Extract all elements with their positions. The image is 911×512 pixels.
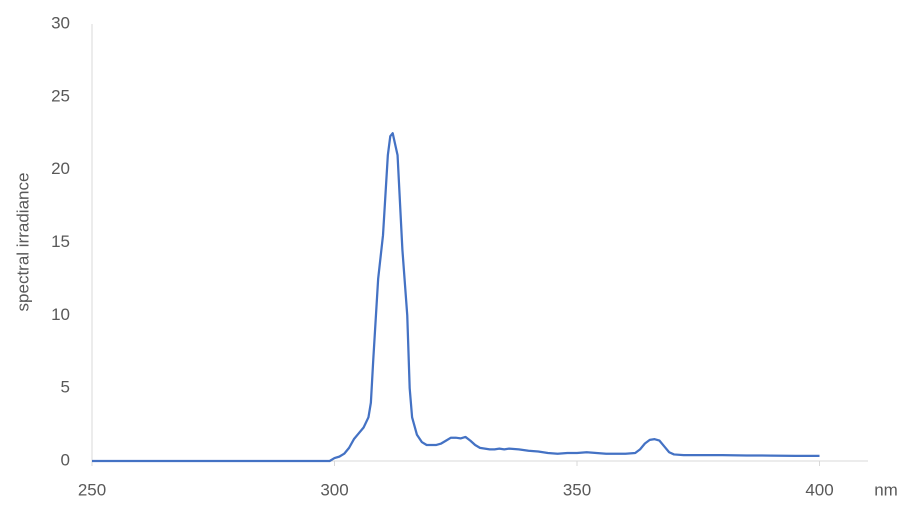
y-axis-label: spectral irradiance — [13, 173, 32, 312]
x-tick-label: 350 — [563, 480, 591, 499]
x-axis-label: nm — [874, 480, 898, 499]
line — [92, 132, 820, 463]
y-tick-label: 30 — [51, 13, 70, 32]
y-tick-label: 5 — [61, 378, 70, 397]
y-tick-label: 10 — [51, 305, 70, 324]
x-tick-label: 400 — [805, 480, 833, 499]
y-tick-label: 15 — [51, 232, 70, 251]
y-tick-label: 25 — [51, 86, 70, 105]
y-tick-label: 20 — [51, 159, 70, 178]
x-tick-label: 250 — [78, 480, 106, 499]
y-tick-label: 0 — [61, 450, 70, 469]
x-tick-label: 300 — [320, 480, 348, 499]
